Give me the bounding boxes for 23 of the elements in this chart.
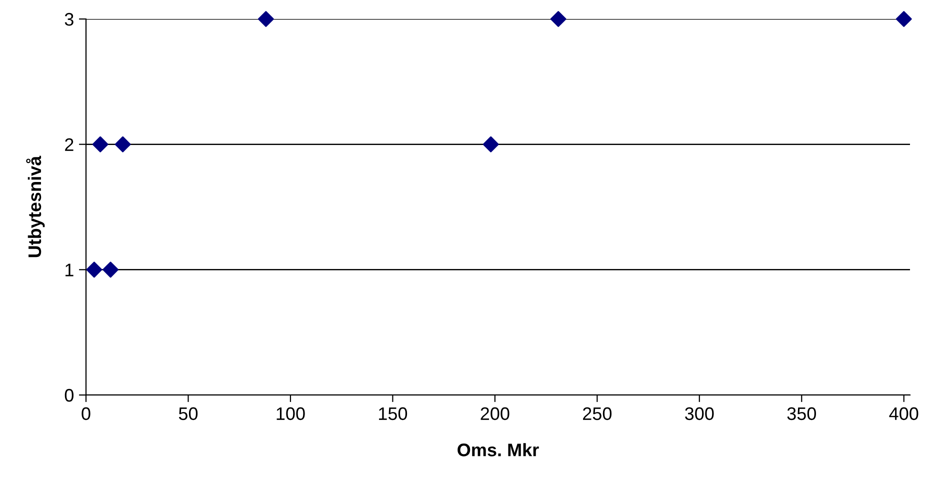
x-tick-label: 50	[178, 407, 198, 420]
x-tick-label: 300	[685, 407, 714, 420]
x-tick-label: 400	[889, 407, 918, 420]
x-tick-label: 350	[787, 407, 816, 420]
point	[482, 136, 499, 152]
x-tick-label: 250	[583, 407, 612, 420]
y-axis-title: Utbytesnivå	[26, 156, 45, 258]
point	[114, 136, 131, 152]
x-tick-label: 200	[480, 407, 510, 420]
x-tick-label: 150	[379, 407, 408, 420]
point	[86, 262, 102, 278]
point	[550, 11, 566, 27]
x-tick-label: 100	[276, 407, 305, 420]
point	[102, 262, 119, 278]
x-tick-label: 0	[82, 407, 90, 420]
y-tick-label: 1	[66, 264, 74, 276]
point	[896, 11, 912, 27]
point	[92, 136, 108, 152]
y-tick-label: 3	[64, 12, 74, 26]
y-tick-label: 0	[64, 388, 74, 402]
x-axis-title: Oms. Mkr	[458, 443, 539, 456]
y-tick-label: 2	[65, 138, 74, 151]
point	[258, 11, 274, 27]
